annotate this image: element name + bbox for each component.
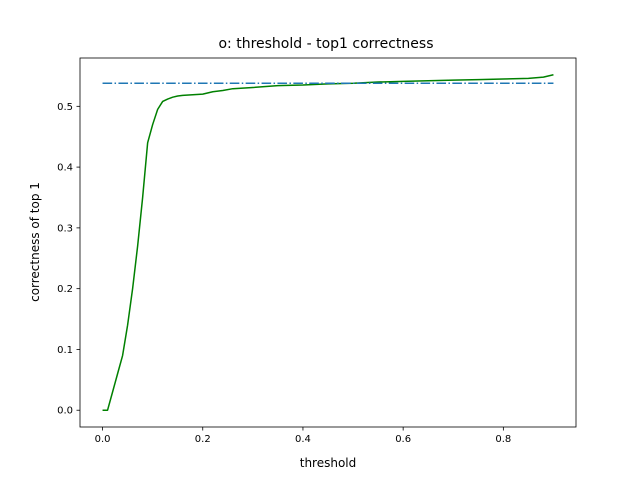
plot-area: 0.0 0.2 0.4 0.6 0.8 0.0 0.1 0.2 0.3 0.4 0.5 <box>57 57 577 445</box>
x-tick-label: 0.2 <box>195 434 211 445</box>
y-tick-label: 0.1 <box>57 345 73 356</box>
x-tick-label: 0.0 <box>95 434 111 445</box>
y-tick-label: 0.5 <box>57 102 73 113</box>
x-tick-label: 0.8 <box>495 434 511 445</box>
y-tick-label: 0.0 <box>57 406 73 417</box>
y-axis-label: correctness of top 1 <box>28 182 42 302</box>
axes-frame <box>79 57 577 428</box>
series-line-1 <box>102 73 554 411</box>
x-axis-label: threshold <box>300 456 357 470</box>
x-tick-label: 0.6 <box>395 434 411 445</box>
y-tick-label: 0.2 <box>57 284 73 295</box>
y-tick-label: 0.3 <box>57 223 73 234</box>
y-tick-label: 0.4 <box>57 163 73 174</box>
chart-title: o: threshold - top1 correctness <box>218 36 433 52</box>
x-tick-label: 0.4 <box>295 434 311 445</box>
